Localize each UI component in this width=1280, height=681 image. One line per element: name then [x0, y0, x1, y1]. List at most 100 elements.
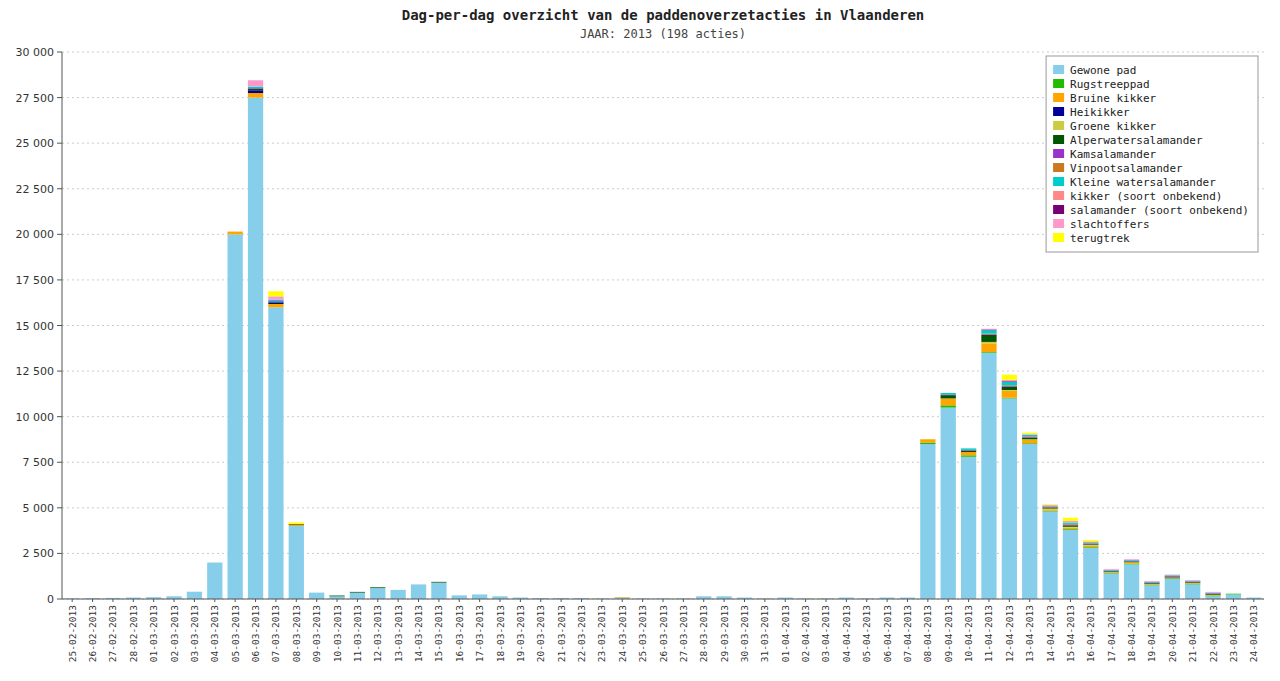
bar-segment [1185, 584, 1200, 599]
bar-segment [981, 335, 996, 342]
bar-segment [1185, 582, 1200, 583]
bar-segment [126, 597, 141, 598]
bar-segment [1002, 382, 1017, 383]
bar-segment [1104, 572, 1119, 574]
bar-segment [879, 597, 894, 598]
x-tick [724, 599, 725, 602]
bar-segment [431, 582, 446, 583]
x-tick [785, 599, 786, 602]
bar-segment [839, 597, 854, 598]
bar-segment [207, 562, 222, 563]
bar-segment [309, 592, 324, 593]
bar-segment [391, 589, 406, 590]
y-tick [57, 325, 62, 326]
bar-segment [1124, 559, 1139, 561]
bar-segment [350, 592, 365, 593]
bar-segment [981, 353, 996, 599]
bar-segment [309, 592, 324, 593]
bar-segment [513, 597, 528, 598]
bar-segment [1083, 542, 1098, 544]
x-tick-label: 16-04-2013 [1085, 605, 1096, 662]
bar-segment [879, 597, 894, 598]
y-tick-label: 25 000 [16, 137, 55, 150]
bar-segment [1124, 559, 1139, 561]
bar-segment [329, 596, 344, 597]
bar-segment [1226, 593, 1241, 594]
bar-segment [289, 524, 304, 525]
bar-segment [166, 596, 181, 597]
x-tick-label: 25-03-2013 [637, 605, 648, 662]
x-tick-label: 12-03-2013 [372, 605, 383, 662]
bar-segment [513, 597, 528, 598]
bar-segment [492, 596, 507, 597]
bar-segment [1205, 592, 1220, 593]
bar-segment [431, 581, 446, 582]
bar-segment [961, 451, 976, 452]
bar-segment [941, 408, 956, 599]
x-tick [927, 599, 928, 602]
bar-segment [615, 596, 630, 597]
bar-segment [920, 444, 935, 599]
bar-segment [615, 596, 630, 597]
x-tick-label: 30-03-2013 [739, 605, 750, 662]
bar-segment [370, 587, 385, 588]
bar-segment [961, 455, 976, 456]
bar-segment [492, 596, 507, 597]
bar-segment [1063, 521, 1078, 522]
bar-segment [105, 597, 120, 598]
bar-segment [207, 562, 222, 563]
bar-segment [1104, 570, 1119, 572]
bar-segment [146, 597, 161, 598]
y-tick-label: 7 500 [23, 456, 55, 469]
x-tick [622, 599, 623, 602]
bar-segment [207, 562, 222, 563]
bar-segment [268, 301, 283, 302]
bar-segment [574, 598, 589, 599]
legend-label: Kamsalamander [1070, 148, 1156, 161]
bar-segment [961, 457, 976, 599]
bar-segment [309, 592, 324, 593]
bar-segment [452, 595, 467, 596]
x-tick [500, 599, 501, 602]
bar-segment [981, 328, 996, 330]
bar-segment [248, 89, 263, 90]
bar-segment [431, 581, 446, 582]
x-tick [1050, 599, 1051, 602]
bar-segment [574, 598, 589, 599]
bar-segment [1104, 570, 1119, 571]
bar-segment [492, 596, 507, 597]
bar-segment [391, 589, 406, 590]
bar-segment [716, 596, 731, 597]
x-tick-label: 05-04-2013 [861, 605, 872, 662]
bar-segment [513, 597, 528, 598]
bar-segment [716, 596, 731, 597]
bar-segment [839, 597, 854, 598]
bar-segment [1063, 530, 1078, 599]
bar-segment [1002, 380, 1017, 381]
bar-segment [696, 596, 711, 597]
bar-segment [615, 596, 630, 597]
x-tick [174, 599, 175, 602]
bar-segment [166, 596, 181, 597]
bar-segment [166, 596, 181, 597]
x-tick [540, 599, 541, 602]
bar-segment [146, 597, 161, 598]
bar-segment [1185, 583, 1200, 585]
chart: Dag-per-dag overzicht van de paddenoverz… [0, 0, 1280, 681]
y-tick [57, 416, 62, 417]
bar-segment [228, 231, 243, 232]
legend-label: salamander (soort onbekend) [1070, 204, 1249, 217]
x-tick-label: 25-02-2013 [67, 605, 78, 662]
bar-segment [941, 393, 956, 394]
bar-segment [1226, 593, 1241, 594]
bar-segment [391, 589, 406, 590]
bar-segment [696, 596, 711, 597]
bar-segment [146, 597, 161, 598]
bar-segment [1022, 434, 1037, 435]
bar-segment [737, 597, 752, 598]
bar-segment [533, 598, 548, 599]
bar-segment [391, 589, 406, 590]
x-tick-label: 28-02-2013 [128, 605, 139, 662]
x-tick-label: 02-04-2013 [800, 605, 811, 662]
bar-segment [1185, 581, 1200, 583]
